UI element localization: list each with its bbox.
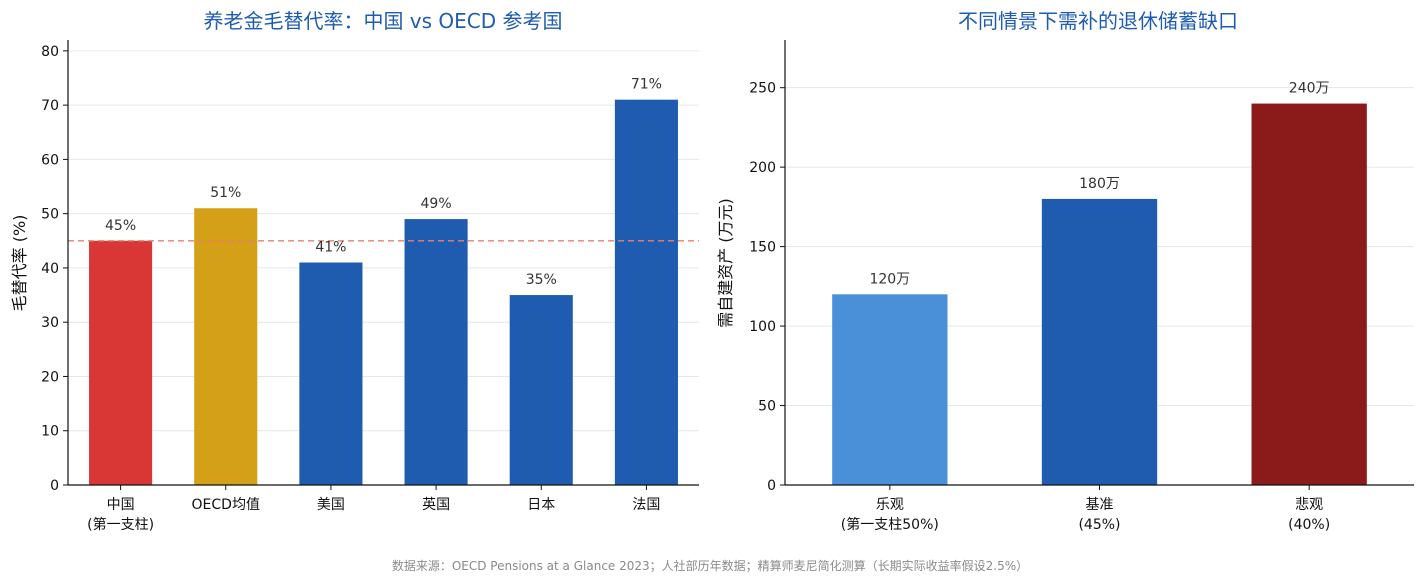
x-tick-label: OECD均值 — [192, 497, 260, 513]
y-tick-label: 150 — [749, 240, 776, 256]
y-tick-label: 30 — [41, 315, 59, 331]
y-tick-label: 10 — [41, 424, 59, 440]
bars — [832, 103, 1367, 486]
savings-gap-chart: 不同情景下需补的退休储蓄缺口 需自建资产 (万元) 120万 180万 240万 0… — [716, 9, 1414, 533]
bars — [89, 99, 678, 486]
bar — [509, 295, 573, 485]
data-label: 49% — [421, 196, 452, 212]
data-label: 45% — [105, 218, 136, 234]
data-labels: 120万 180万 240万 — [869, 81, 1329, 288]
data-label: 35% — [526, 272, 557, 288]
data-label: 180万 — [1079, 176, 1120, 192]
data-label: 41% — [315, 240, 346, 256]
y-tick-label: 200 — [749, 160, 776, 176]
bar — [404, 219, 468, 485]
source-note: 数据来源：OECD Pensions at a Glance 2023；人社部历… — [392, 558, 1028, 573]
bar — [299, 262, 363, 485]
x-tick-label: 悲观(40%) — [1288, 496, 1330, 533]
x-tick-label: 中国(第一支柱) — [87, 497, 154, 533]
axes: 0 10 20 30 40 50 60 70 80 中国(第一支柱) OECD均值 美国 英国 日本 法国 — [41, 40, 699, 533]
y-tick-label: 50 — [41, 207, 59, 223]
bar — [614, 99, 678, 485]
y-tick-label: 0 — [50, 478, 59, 494]
bar — [1251, 103, 1367, 486]
y-tick-label: 100 — [749, 319, 776, 335]
y-axis-label: 毛替代率 (%) — [10, 215, 29, 312]
y-tick-label: 250 — [749, 81, 776, 97]
data-label: 240万 — [1289, 81, 1330, 97]
y-tick-label: 20 — [41, 369, 59, 385]
data-label: 71% — [631, 77, 662, 93]
x-tick-label: 日本 — [527, 497, 555, 513]
bar — [832, 294, 948, 485]
replacement-rate-chart: 养老金毛替代率：中国 vs OECD 参考国 毛替代率 (%) 45% 51% 41… — [10, 9, 699, 533]
data-label: 120万 — [869, 271, 910, 287]
bar — [194, 208, 258, 486]
y-tick-label: 60 — [41, 152, 59, 168]
x-tick-label: 英国 — [422, 496, 450, 513]
x-tick-label: 基准(45%) — [1078, 496, 1120, 533]
chart-title: 不同情景下需补的退休储蓄缺口 — [958, 9, 1238, 33]
bar — [89, 240, 153, 485]
y-axis-label: 需自建资产 (万元) — [716, 198, 735, 328]
chart-title: 养老金毛替代率：中国 vs OECD 参考国 — [203, 9, 562, 33]
x-tick-label: 美国 — [317, 497, 345, 513]
x-tick-label: 法国 — [632, 497, 660, 513]
y-tick-label: 80 — [41, 44, 59, 60]
bar — [1041, 198, 1158, 485]
data-labels: 45% 51% 41% 49% 35% 71% — [105, 77, 662, 288]
data-label: 51% — [210, 185, 241, 201]
x-tick-label: 乐观(第一支柱50%) — [841, 497, 939, 533]
grid-lines — [68, 50, 699, 432]
y-tick-label: 40 — [41, 261, 59, 277]
y-tick-label: 0 — [767, 478, 776, 494]
y-tick-label: 70 — [41, 98, 59, 114]
axes: 0 50 100 150 200 250 乐观(第一支柱50%) 基准(45%) 悲观(40%) — [749, 40, 1414, 533]
y-tick-label: 50 — [758, 399, 776, 415]
